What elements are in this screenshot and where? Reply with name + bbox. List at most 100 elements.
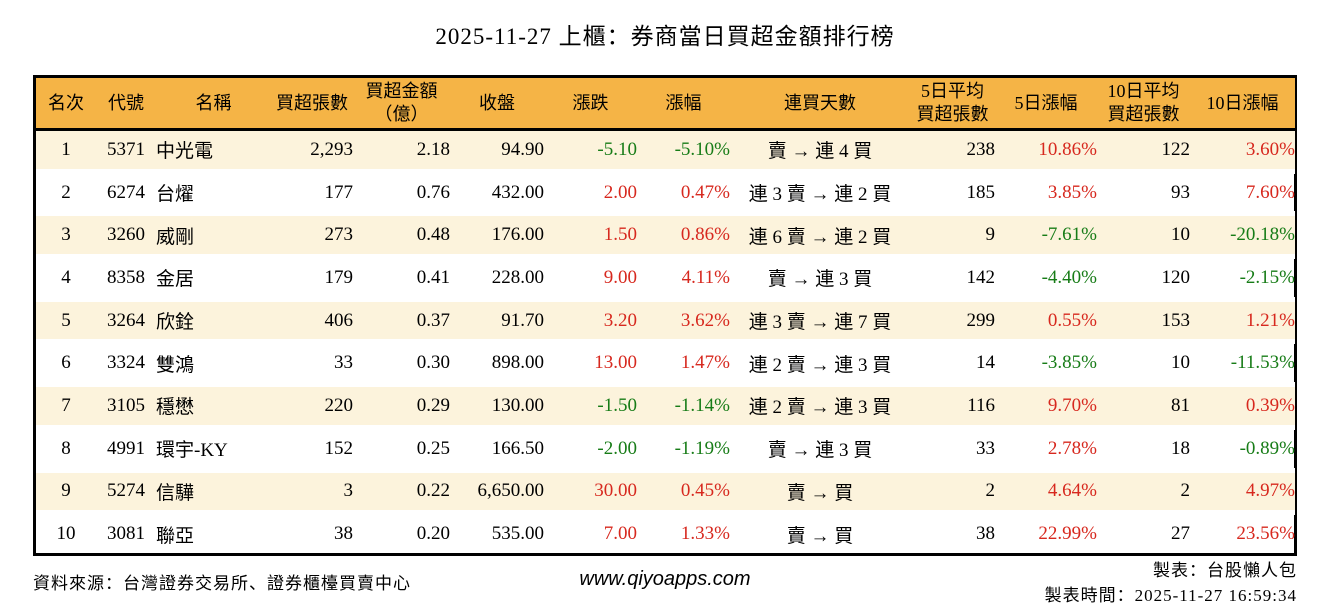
cell-pct5: -3.85% — [995, 344, 1097, 388]
cell-rank: 4 — [36, 259, 96, 302]
cell-code: 3264 — [96, 301, 156, 345]
cell-streak: 連 2 賣 → 連 3 買 — [730, 387, 910, 430]
cell-rank: 5 — [36, 301, 96, 345]
cell-amount: 0.37 — [353, 301, 450, 345]
cell-avg5: 2 — [910, 472, 995, 516]
cell-change: 30.00 — [544, 472, 637, 516]
table-header: 名次 代號 名稱 買超張數 買超金額 （億） 收盤 漲跌 漲幅 連買天數 5日平均 買超張數 5日漲幅 1… — [36, 78, 1295, 131]
cell-rank: 9 — [36, 472, 96, 516]
cell-change_pct: 0.86% — [637, 216, 730, 260]
cell-avg5: 185 — [910, 174, 995, 217]
cell-pct10: 7.60% — [1190, 174, 1295, 217]
cell-amount: 0.20 — [416, 523, 450, 545]
cell-pct5: 3.85% — [995, 174, 1097, 217]
cell-avg10: 153 — [1097, 301, 1190, 345]
ranking-table: 名次 代號 名稱 買超張數 買超金額 （億） 收盤 漲跌 漲幅 連買天數 5日平均 買超張數 5日漲幅 1… — [36, 78, 1295, 553]
cell-pct5: 10.86% — [995, 131, 1097, 174]
cell-avg10: 10 — [1097, 216, 1190, 260]
data-source-label: 資料來源：台灣證券交易所、證券櫃檯買賣中心 — [33, 574, 411, 593]
cell-amount: 0.29 — [353, 387, 450, 430]
cell-name: 威剛 — [156, 216, 271, 260]
cell-avg5: 238 — [910, 131, 995, 174]
column-header-line: 買超張數 — [1107, 104, 1180, 124]
cell-name: 金居 — [156, 259, 271, 302]
cell-code: 5274 — [96, 472, 156, 516]
cell-avg10: 2 — [1097, 472, 1190, 516]
cell-change: -2.00 — [544, 430, 637, 473]
cell-change: 2.00 — [544, 174, 637, 217]
table-header-row: 名次 代號 名稱 買超張數 買超金額 （億） 收盤 漲跌 漲幅 連買天數 5日平均 買超張數 5日漲幅 1… — [36, 78, 1295, 131]
column-header-name: 名稱 — [156, 78, 271, 131]
column-header-change: 漲跌 — [544, 78, 637, 131]
cell-avg5: 142 — [910, 259, 995, 302]
cell-close: 432.00 — [450, 174, 544, 217]
cell-amount: 0.76 — [353, 174, 450, 217]
cell-avg5: 116 — [910, 387, 995, 430]
column-header-amount: 買超金額 （億） — [353, 78, 450, 131]
cell-pct10: -2.15% — [1190, 259, 1295, 302]
cell-name: 聯亞 — [156, 525, 195, 547]
table-row: 6 3324 雙鴻 33 0.30 898.00 13.00 1.47% 連 2 賣 → 連 3… — [36, 344, 1295, 388]
cell-volume: 38 — [334, 523, 353, 545]
cell-avg5: 14 — [910, 344, 995, 388]
column-header-line: 5日平均 — [921, 81, 984, 101]
cell-pct5: 22.99% — [1038, 523, 1097, 545]
cell-name: 穩懋 — [156, 387, 271, 430]
cell-change_pct: 0.45% — [637, 472, 730, 516]
column-header-line: （億） — [374, 104, 429, 124]
cell-volume: 406 — [271, 301, 353, 345]
column-header-line: 買超張數 — [916, 104, 989, 124]
cell-name: 中光電 — [156, 131, 271, 174]
cell-volume: 3 — [271, 472, 353, 516]
cell-pct5: 0.55% — [995, 301, 1097, 345]
cell-streak: 連 3 賣 → 連 2 買 — [730, 174, 910, 217]
column-header-code: 代號 — [96, 78, 156, 131]
column-header-pct10: 10日漲幅 — [1190, 78, 1295, 131]
cell-code: 3324 — [96, 344, 156, 388]
column-header-line: 10日平均 — [1107, 81, 1180, 101]
cell-change_pct: -5.10% — [637, 131, 730, 174]
cell-streak: 賣 → 買 — [730, 472, 910, 516]
cell-pct10: -11.53% — [1190, 344, 1295, 388]
cell-avg10: 120 — [1097, 259, 1190, 302]
cell-code: 6274 — [96, 174, 156, 217]
cell-change: 1.50 — [544, 216, 637, 260]
cell-name: 欣銓 — [156, 301, 271, 345]
cell-avg5: 299 — [910, 301, 995, 345]
cell-close: 130.00 — [450, 387, 544, 430]
cell-code: 3260 — [96, 216, 156, 260]
table-row: 5 3264 欣銓 406 0.37 91.70 3.20 3.62% 連 3 賣 → 連 7 … — [36, 301, 1295, 345]
cell-close: 94.90 — [450, 131, 544, 174]
cell-pct5: 9.70% — [995, 387, 1097, 430]
cell-amount: 0.25 — [353, 430, 450, 473]
website-link[interactable]: www.qiyoapps.com — [579, 568, 751, 590]
cell-change_pct: 4.11% — [637, 259, 730, 302]
column-header-avg10: 10日平均買超張數 — [1097, 78, 1190, 131]
cell-rank: 3 — [36, 216, 96, 260]
cell-pct10: 4.97% — [1190, 472, 1295, 516]
cell-change: 9.00 — [544, 259, 637, 302]
table-row: 10 3081 聯亞 38 0.20 535.00 7.00 1.33% 賣 → 買 38 22.9… — [36, 515, 1296, 553]
column-header-rank: 名次 — [36, 78, 96, 131]
cell-pct5: -7.61% — [995, 216, 1097, 260]
cell-code: 3105 — [96, 387, 156, 430]
timestamp-label: 製表時間：2025-11-27 16:59:34 — [1044, 586, 1297, 605]
cell-streak: 連 6 賣 → 連 2 買 — [730, 216, 910, 260]
cell-rank: 8 — [36, 430, 96, 473]
cell-pct10: -20.18% — [1190, 216, 1295, 260]
cell-change: 3.20 — [544, 301, 637, 345]
cell-streak: 連 3 賣 → 連 7 買 — [730, 301, 910, 345]
column-header-streak: 連買天數 — [730, 78, 910, 131]
cell-pct10: 1.21% — [1190, 301, 1295, 345]
cell-pct10: 23.56% — [1236, 523, 1295, 545]
table-row: 3 3260 威剛 273 0.48 176.00 1.50 0.86% 連 6 賣 → 連 2… — [36, 216, 1295, 260]
cell-pct5: 4.64% — [995, 472, 1097, 516]
table-row: 8 4991 環宇-KY 152 0.25 166.50 -2.00 -1.19% 賣 → 連 … — [36, 430, 1295, 473]
cell-code: 3081 — [107, 523, 145, 545]
cell-change_pct: 1.47% — [637, 344, 730, 388]
table-row: 2 6274 台燿 177 0.76 432.00 2.00 0.47% 連 3 賣 → 連 2… — [36, 174, 1295, 217]
cell-change: -1.50 — [544, 387, 637, 430]
cell-change_pct: 1.33% — [680, 523, 730, 545]
cell-close: 898.00 — [450, 344, 544, 388]
column-header-change_pct: 漲幅 — [637, 78, 730, 131]
